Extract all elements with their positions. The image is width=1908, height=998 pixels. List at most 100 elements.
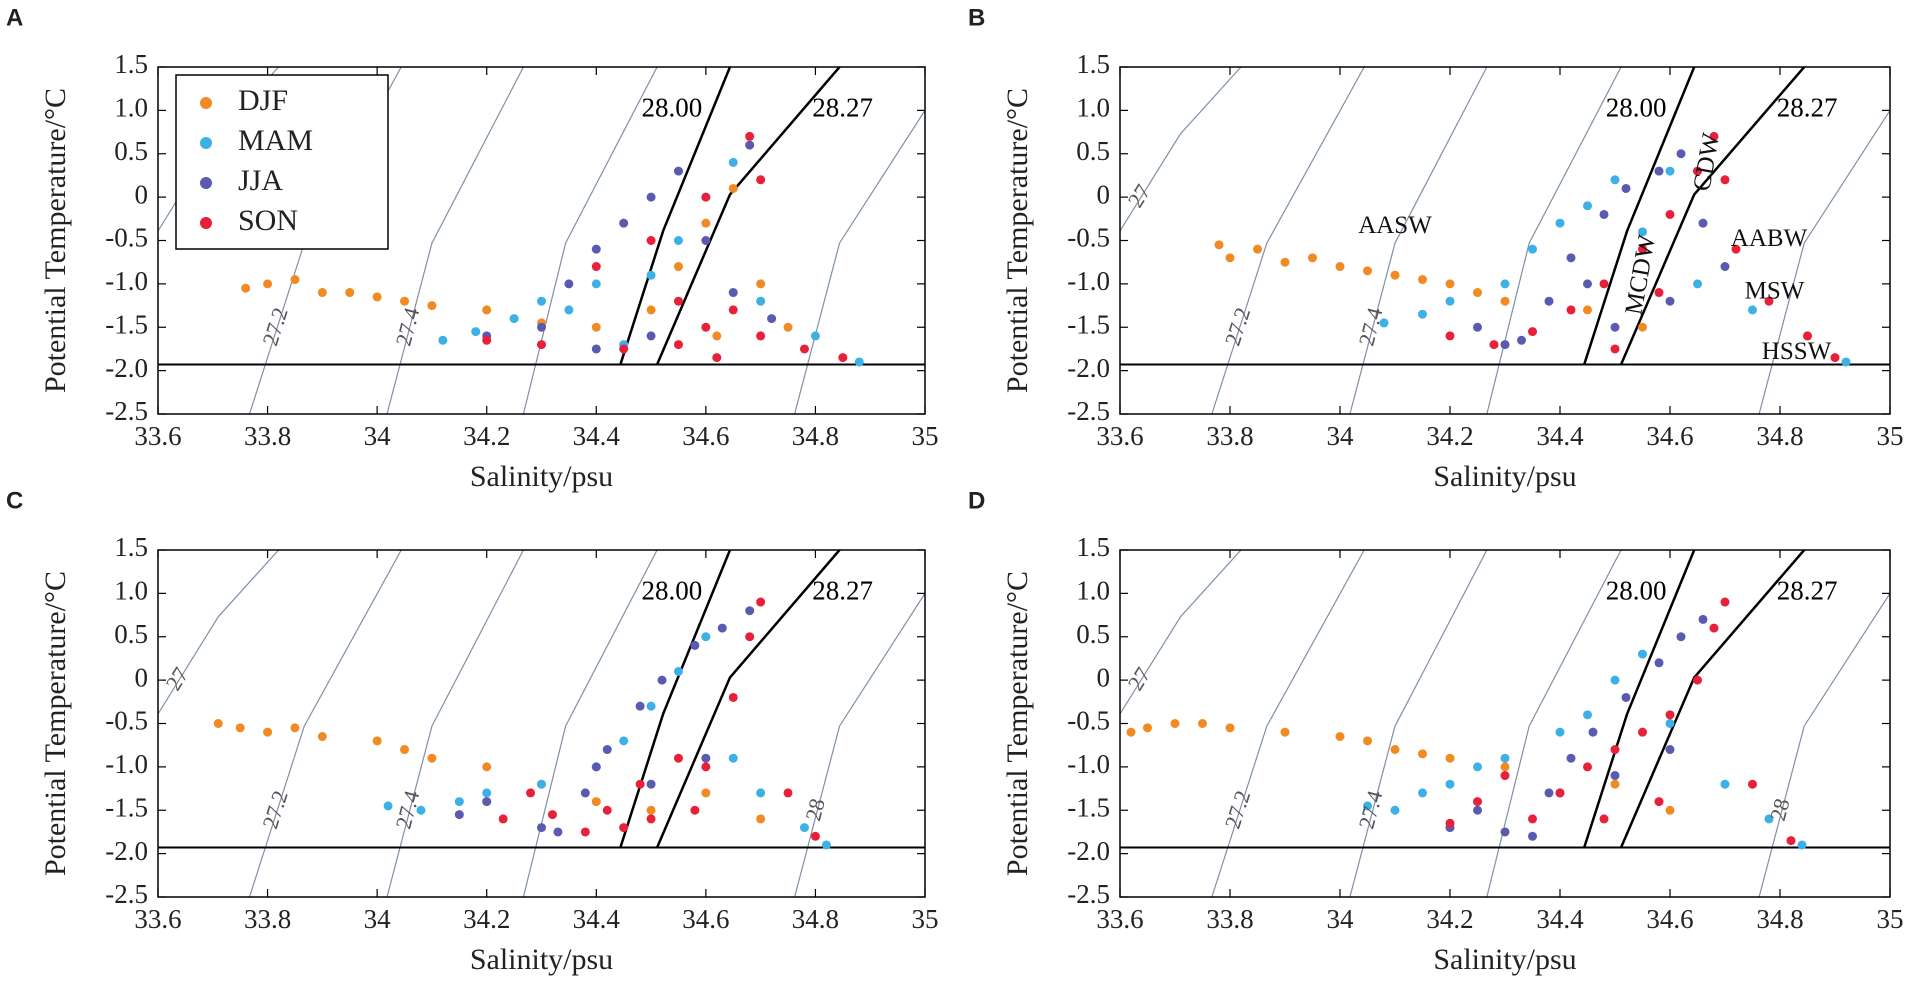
y-tick-label: -2.0 bbox=[105, 836, 148, 866]
data-point bbox=[1748, 779, 1757, 789]
data-point bbox=[1500, 279, 1510, 289]
isopycnal-line bbox=[386, 550, 524, 897]
data-point bbox=[1308, 253, 1317, 263]
isopycnal-label: 28.00 bbox=[1606, 576, 1667, 606]
data-point bbox=[1621, 183, 1631, 193]
x-tick-label: 35 bbox=[912, 904, 939, 934]
data-point bbox=[1709, 623, 1719, 633]
data-point bbox=[1803, 331, 1812, 341]
data-point bbox=[427, 753, 437, 763]
data-point bbox=[482, 797, 492, 807]
legend-label: JJA bbox=[238, 164, 283, 197]
isopycnal-label: 28.27 bbox=[812, 576, 873, 606]
data-point bbox=[1698, 218, 1708, 228]
data-point bbox=[591, 279, 601, 289]
data-point bbox=[1418, 749, 1427, 759]
data-point bbox=[701, 788, 711, 798]
data-point bbox=[1500, 296, 1510, 306]
isopycnal-label: 27.2 bbox=[257, 787, 293, 831]
data-point bbox=[1544, 296, 1554, 306]
data-point bbox=[580, 827, 590, 837]
data-point bbox=[1473, 762, 1482, 772]
data-point bbox=[1638, 649, 1647, 659]
data-point bbox=[810, 831, 820, 841]
data-point bbox=[1126, 727, 1136, 737]
x-axis-label: Salinity/psu bbox=[470, 943, 613, 976]
data-point bbox=[1638, 244, 1647, 254]
data-point bbox=[1638, 227, 1647, 237]
isopycnal-line bbox=[1758, 593, 1890, 897]
data-point bbox=[1720, 262, 1730, 272]
isopycnal-line bbox=[1486, 550, 1622, 897]
y-tick-label: -0.5 bbox=[105, 223, 148, 253]
data-point bbox=[1517, 335, 1526, 345]
data-point bbox=[673, 166, 683, 176]
x-tick-label: 33.6 bbox=[1096, 421, 1143, 451]
data-point bbox=[701, 762, 711, 772]
data-point bbox=[1638, 322, 1647, 332]
isopycnal-label: 28.00 bbox=[1606, 93, 1667, 123]
data-point bbox=[673, 236, 683, 245]
data-point bbox=[1676, 149, 1686, 159]
legend-marker bbox=[200, 177, 212, 189]
data-point bbox=[701, 218, 711, 228]
y-tick-label: -1.0 bbox=[1067, 266, 1110, 296]
data-point bbox=[1544, 788, 1554, 798]
data-point bbox=[1731, 244, 1741, 254]
y-tick-label: -1.0 bbox=[105, 266, 148, 296]
data-point bbox=[646, 270, 656, 280]
isopycnal-label: 28.27 bbox=[812, 93, 873, 123]
x-tick-label: 33.8 bbox=[1206, 421, 1253, 451]
data-point bbox=[1445, 779, 1455, 789]
y-tick-label: -1.5 bbox=[1067, 792, 1110, 822]
data-point bbox=[1335, 262, 1345, 272]
x-tick-label: 34.2 bbox=[1426, 421, 1473, 451]
data-point bbox=[1720, 175, 1730, 185]
data-point bbox=[745, 606, 755, 616]
data-point bbox=[635, 779, 645, 789]
data-point bbox=[1253, 244, 1262, 254]
x-axis-label: Salinity/psu bbox=[1433, 460, 1576, 493]
data-point bbox=[1528, 244, 1537, 254]
data-point bbox=[1599, 209, 1609, 219]
data-point bbox=[1225, 253, 1235, 263]
data-point bbox=[1379, 318, 1389, 328]
annotation: HSSW bbox=[1762, 338, 1832, 365]
data-point bbox=[1473, 322, 1482, 332]
x-axis-label: Salinity/psu bbox=[1433, 943, 1576, 976]
data-point bbox=[673, 340, 683, 350]
annotation: CDW bbox=[1688, 131, 1725, 194]
isopycnal-label: 27.2 bbox=[1220, 304, 1256, 348]
data-point bbox=[701, 236, 711, 245]
data-point bbox=[646, 701, 656, 711]
data-point bbox=[1720, 597, 1730, 607]
panel: A 27.2 27.4 28.00 28.27 33.6 33.8 34 34.2 34.4 34.… bbox=[6, 4, 939, 493]
data-point bbox=[745, 140, 755, 150]
isopycnal-line bbox=[1583, 550, 1696, 848]
data-point bbox=[1610, 675, 1620, 685]
annotation: MSW bbox=[1745, 277, 1805, 304]
data-point bbox=[1198, 719, 1207, 728]
data-point bbox=[1500, 753, 1510, 763]
data-point bbox=[263, 727, 273, 737]
data-point bbox=[1363, 736, 1372, 746]
data-point bbox=[673, 753, 683, 763]
data-point bbox=[646, 305, 656, 315]
data-point bbox=[400, 296, 410, 306]
data-point bbox=[1583, 279, 1592, 289]
data-point bbox=[602, 745, 612, 755]
data-point bbox=[701, 632, 711, 642]
data-point bbox=[1665, 745, 1675, 755]
y-tick-label: -2.0 bbox=[1067, 836, 1110, 866]
x-tick-label: 34 bbox=[364, 421, 392, 451]
x-tick-label: 33.8 bbox=[244, 904, 291, 934]
data-point bbox=[1665, 805, 1675, 815]
x-tick-label: 34.2 bbox=[463, 904, 510, 934]
data-point bbox=[591, 262, 601, 272]
data-point bbox=[767, 314, 777, 324]
data-point bbox=[553, 827, 563, 837]
isopycnal-line bbox=[1583, 67, 1696, 365]
isopycnal-line bbox=[1349, 550, 1488, 897]
y-tick-label: -2.5 bbox=[1067, 879, 1110, 909]
